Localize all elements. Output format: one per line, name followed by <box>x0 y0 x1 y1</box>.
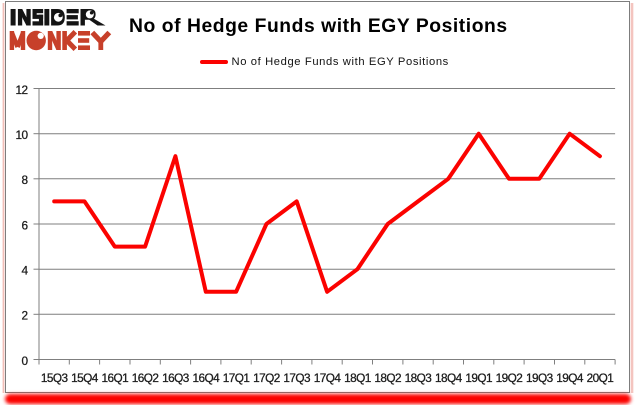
svg-text:18Q2: 18Q2 <box>374 371 401 385</box>
svg-text:17Q2: 17Q2 <box>253 371 280 385</box>
svg-text:18Q4: 18Q4 <box>435 371 463 385</box>
svg-text:19Q3: 19Q3 <box>526 371 554 385</box>
svg-text:15Q3: 15Q3 <box>41 371 69 385</box>
svg-text:20Q1: 20Q1 <box>587 371 614 385</box>
svg-text:17Q1: 17Q1 <box>223 371 250 385</box>
svg-text:8: 8 <box>21 173 28 187</box>
svg-text:6: 6 <box>21 218 28 232</box>
svg-text:18Q1: 18Q1 <box>344 371 371 385</box>
svg-text:10: 10 <box>15 128 28 142</box>
svg-text:2: 2 <box>21 309 27 323</box>
svg-text:16Q1: 16Q1 <box>101 371 128 385</box>
svg-text:16Q2: 16Q2 <box>132 371 159 385</box>
svg-text:12: 12 <box>15 83 27 97</box>
svg-text:4: 4 <box>21 264 28 278</box>
svg-text:18Q3: 18Q3 <box>405 371 433 385</box>
svg-text:19Q1: 19Q1 <box>465 371 492 385</box>
svg-text:16Q3: 16Q3 <box>162 371 190 385</box>
svg-text:19Q4: 19Q4 <box>556 371 584 385</box>
svg-text:15Q4: 15Q4 <box>71 371 99 385</box>
svg-text:17Q4: 17Q4 <box>314 371 342 385</box>
svg-text:0: 0 <box>21 354 28 368</box>
svg-text:16Q4: 16Q4 <box>192 371 220 385</box>
svg-text:19Q2: 19Q2 <box>496 371 523 385</box>
svg-text:17Q3: 17Q3 <box>283 371 311 385</box>
